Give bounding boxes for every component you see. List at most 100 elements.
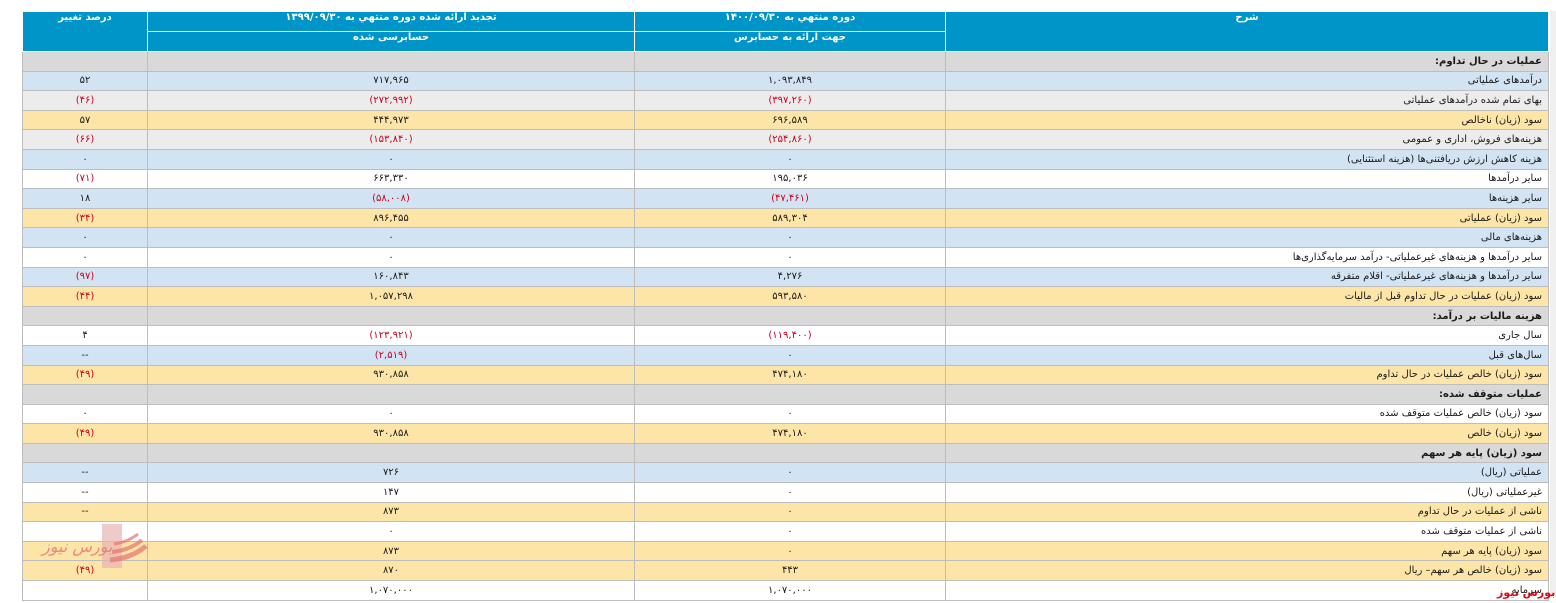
row-label: سایر درآمدها	[945, 168, 1549, 190]
row-label: سال جاری	[945, 325, 1549, 346]
previous-value: ۹۳۰,۸۵۸	[147, 423, 635, 444]
previous-value: ۸۹۶,۴۵۵	[147, 207, 635, 229]
change-percent: --	[22, 462, 148, 484]
table-body: عملیات در حال تداوم: درآمدهای عملیاتی ۱,۰۹…	[22, 51, 1549, 601]
current-value: ۴۷۴,۱۸۰	[634, 364, 946, 386]
row-label: سایر درآمدها و هزینه‌های غیرعملیاتی- درآ…	[945, 246, 1549, 268]
current-value: (۴۷,۴۶۱)	[634, 188, 946, 209]
row-label: عملیاتی (ریال)	[945, 462, 1549, 484]
change-percent: (۴۹)	[22, 423, 148, 444]
current-value: ۰	[634, 148, 946, 170]
current-value	[634, 51, 946, 72]
current-value: ۰	[634, 462, 946, 484]
change-percent: --	[22, 344, 148, 366]
row-label: سود (زیان) خالص عملیات در حال تداوم	[945, 364, 1549, 386]
previous-value: ۸۷۳	[147, 540, 635, 562]
current-value: (۳۹۷,۲۶۰)	[634, 90, 946, 111]
current-value	[634, 305, 946, 327]
row-label: غیرعملیاتی (ریال)	[945, 482, 1549, 503]
row-label: سود (زیان) ناخالص	[945, 109, 1549, 131]
table-row: ناشی از عملیات در حال تداوم ۰ ۸۷۳ --	[22, 501, 1549, 523]
previous-value: (۵۸,۰۰۸)	[147, 188, 635, 209]
row-label: ناشی از عملیات در حال تداوم	[945, 501, 1549, 523]
row-label: هزینه‌های مالی	[945, 227, 1549, 248]
change-percent: (۶۶)	[22, 129, 148, 150]
change-percent: ۵۷	[22, 109, 148, 131]
current-value: ۴,۲۷۶	[634, 266, 946, 288]
change-percent: (۹۷)	[22, 266, 148, 288]
previous-value	[147, 384, 635, 405]
income-statement-table: شرح دوره منتهي به ۱۴۰۰/۰۹/۳۰ تجدید ارائه…	[22, 11, 1549, 601]
current-value: ۱,۰۷۰,۰۰۰	[634, 580, 946, 601]
section-row: سود (زیان) پایه هر سهم	[22, 442, 1549, 464]
table-row: سایر درآمدها ۱۹۵,۰۳۶ ۶۶۳,۳۳۰ (۷۱)	[22, 168, 1549, 190]
change-percent: (۴۶)	[22, 90, 148, 111]
table-row: سود (زیان) عملیاتی ۵۸۹,۳۰۴ ۸۹۶,۴۵۵ (۳۴)	[22, 207, 1549, 229]
table-row: سرمایه ۱,۰۷۰,۰۰۰ ۱,۰۷۰,۰۰۰	[22, 580, 1549, 601]
previous-value: ۶۶۳,۳۳۰	[147, 168, 635, 190]
previous-value: ۷۱۷,۹۶۵	[147, 70, 635, 92]
current-value: (۱۱۹,۴۰۰)	[634, 325, 946, 346]
previous-value: (۱۲۳,۹۲۱)	[147, 325, 635, 346]
row-label: سایر درآمدها و هزینه‌های غیرعملیاتی- اقل…	[945, 266, 1549, 288]
table-row: سود (زیان) خالص عملیات در حال تداوم ۴۷۴,۱…	[22, 364, 1549, 386]
current-value: ۰	[634, 501, 946, 523]
table-row: ناشی از عملیات متوقف شده ۰ ۰	[22, 521, 1549, 542]
current-value: ۵۸۹,۳۰۴	[634, 207, 946, 229]
current-value: ۰	[634, 521, 946, 542]
table-row: هزینه‌های مالی ۰ ۰ ۰	[22, 227, 1549, 248]
previous-value: ۹۳۰,۸۵۸	[147, 364, 635, 386]
table-row: درآمدهای عملیاتی ۱,۰۹۳,۸۴۹ ۷۱۷,۹۶۵ ۵۲	[22, 70, 1549, 92]
row-label: سرمایه	[945, 580, 1549, 601]
current-value	[634, 384, 946, 405]
section-row: عملیات در حال تداوم:	[22, 51, 1549, 72]
table-row: سود (زیان) عملیات در حال تداوم قبل از ما…	[22, 286, 1549, 307]
change-percent: ۵۲	[22, 70, 148, 92]
row-label: سال‌های قبل	[945, 344, 1549, 366]
change-percent: (۴۴)	[22, 286, 148, 307]
change-percent: ۰	[22, 227, 148, 248]
change-percent	[22, 580, 148, 601]
header-current-sub: جهت ارائه به حسابرس	[634, 31, 946, 52]
table-row: سود (زیان) خالص هر سهم– ریال ۴۴۳ ۸۷۰ (۴۹)	[22, 560, 1549, 582]
change-percent	[22, 305, 148, 327]
row-label: هزینه مالیات بر درآمد:	[945, 305, 1549, 327]
current-value: ۱۹۵,۰۳۶	[634, 168, 946, 190]
row-label: عملیات متوقف شده:	[945, 384, 1549, 405]
table-row: هزینه کاهش ارزش دریافتنی‌ها (هزینه استثن…	[22, 148, 1549, 170]
table-row: سایر درآمدها و هزینه‌های غیرعملیاتی- درآ…	[22, 246, 1549, 268]
table-row: سود (زیان) خالص ۴۷۴,۱۸۰ ۹۳۰,۸۵۸ (۴۹)	[22, 423, 1549, 444]
row-label: سود (زیان) خالص	[945, 423, 1549, 444]
row-label: بهای تمام شده درآمدهای عملیاتی	[945, 90, 1549, 111]
brand-label: بورس نیوز	[1497, 586, 1556, 599]
current-value	[634, 442, 946, 464]
previous-value: ۰	[147, 246, 635, 268]
change-percent: --	[22, 482, 148, 503]
table-row: سود (زیان) پایه هر سهم ۰ ۸۷۳	[22, 540, 1549, 562]
previous-value: ۱۶۰,۸۴۳	[147, 266, 635, 288]
row-label: درآمدهای عملیاتی	[945, 70, 1549, 92]
header-current-period: دوره منتهي به ۱۴۰۰/۰۹/۳۰	[634, 11, 946, 32]
row-label: سود (زیان) عملیات در حال تداوم قبل از ما…	[945, 286, 1549, 307]
previous-value: ۰	[147, 227, 635, 248]
change-percent: ۴	[22, 325, 148, 346]
change-percent: ۰	[22, 403, 148, 425]
change-percent: ۰	[22, 246, 148, 268]
row-label: سود (زیان) خالص عملیات متوقف شده	[945, 403, 1549, 425]
previous-value: ۱,۰۵۷,۲۹۸	[147, 286, 635, 307]
change-percent: (۳۴)	[22, 207, 148, 229]
current-value: ۵۹۳,۵۸۰	[634, 286, 946, 307]
table-row: سال جاری (۱۱۹,۴۰۰) (۱۲۳,۹۲۱) ۴	[22, 325, 1549, 346]
scrollbar[interactable]	[1550, 11, 1556, 597]
current-value: ۴۷۴,۱۸۰	[634, 423, 946, 444]
change-percent	[22, 384, 148, 405]
previous-value	[147, 51, 635, 72]
table-row: سایر درآمدها و هزینه‌های غیرعملیاتی- اقل…	[22, 266, 1549, 288]
current-value: ۰	[634, 403, 946, 425]
row-label: ناشی از عملیات متوقف شده	[945, 521, 1549, 542]
row-label: عملیات در حال تداوم:	[945, 51, 1549, 72]
table-row: سایر هزینه‌ها (۴۷,۴۶۱) (۵۸,۰۰۸) ۱۸	[22, 188, 1549, 209]
current-value: ۰	[634, 344, 946, 366]
previous-value: (۱۵۳,۸۴۰)	[147, 129, 635, 150]
header-change-percent: درصد تغییر	[22, 11, 148, 52]
